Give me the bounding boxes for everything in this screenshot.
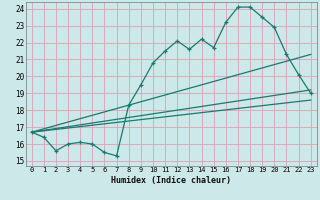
X-axis label: Humidex (Indice chaleur): Humidex (Indice chaleur) <box>111 176 231 185</box>
